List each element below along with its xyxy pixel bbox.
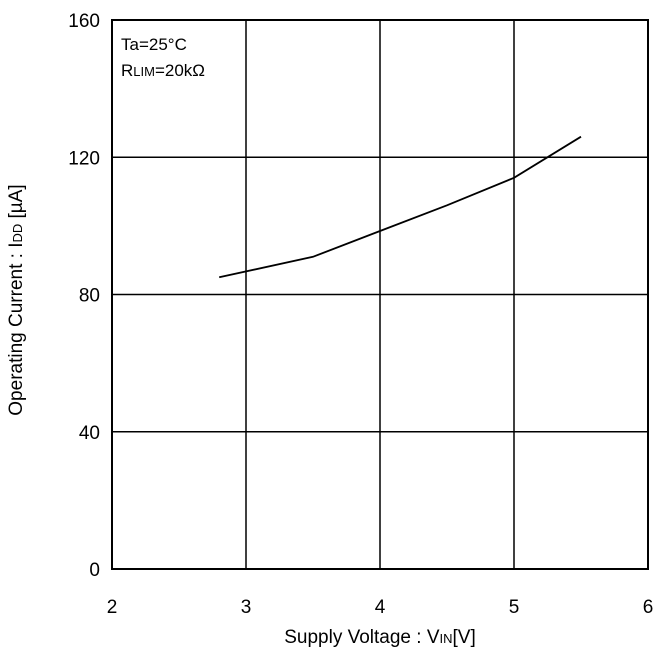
x-tick-label: 2 bbox=[107, 597, 118, 618]
grid bbox=[112, 20, 648, 569]
x-tick-label: 4 bbox=[375, 597, 386, 618]
y-axis-label: Operating Current : IDD [µA] bbox=[6, 184, 27, 415]
x-tick-label: 3 bbox=[241, 597, 252, 618]
y-tick-label: 80 bbox=[79, 286, 100, 307]
annotation-resistance-prefix: R bbox=[121, 61, 133, 80]
x-tick-label: 5 bbox=[509, 597, 520, 618]
annotation-resistance-subscript: LIM bbox=[133, 64, 155, 79]
y-axis-label-prefix: Operating Current : I bbox=[6, 243, 27, 416]
x-axis-label-prefix: Supply Voltage : V bbox=[284, 627, 440, 648]
series-group bbox=[219, 135, 582, 279]
y-tick-label: 120 bbox=[68, 148, 100, 169]
x-axis-label-suffix: [V] bbox=[453, 627, 476, 648]
y-tick-label: 160 bbox=[68, 11, 100, 32]
tick-labels: 2 3 4 5 6 0 40 80 120 160 bbox=[68, 11, 653, 618]
x-axis-label-subscript: IN bbox=[440, 631, 453, 646]
annotation-resistance-suffix: =20kΩ bbox=[155, 61, 205, 80]
annotation-temperature: Ta=25°C bbox=[121, 35, 187, 54]
y-axis-label-subscript: DD bbox=[10, 224, 25, 243]
series-line-0 bbox=[219, 135, 582, 279]
y-tick-label: 0 bbox=[89, 560, 100, 581]
y-axis-label-suffix: [µA] bbox=[6, 184, 27, 223]
plot-frame bbox=[111, 19, 649, 570]
x-axis-label: Supply Voltage : VIN[V] bbox=[284, 627, 476, 648]
annotation-resistance: RLIM=20kΩ bbox=[121, 61, 205, 80]
x-tick-label: 6 bbox=[643, 597, 654, 618]
y-tick-label: 40 bbox=[79, 423, 100, 444]
